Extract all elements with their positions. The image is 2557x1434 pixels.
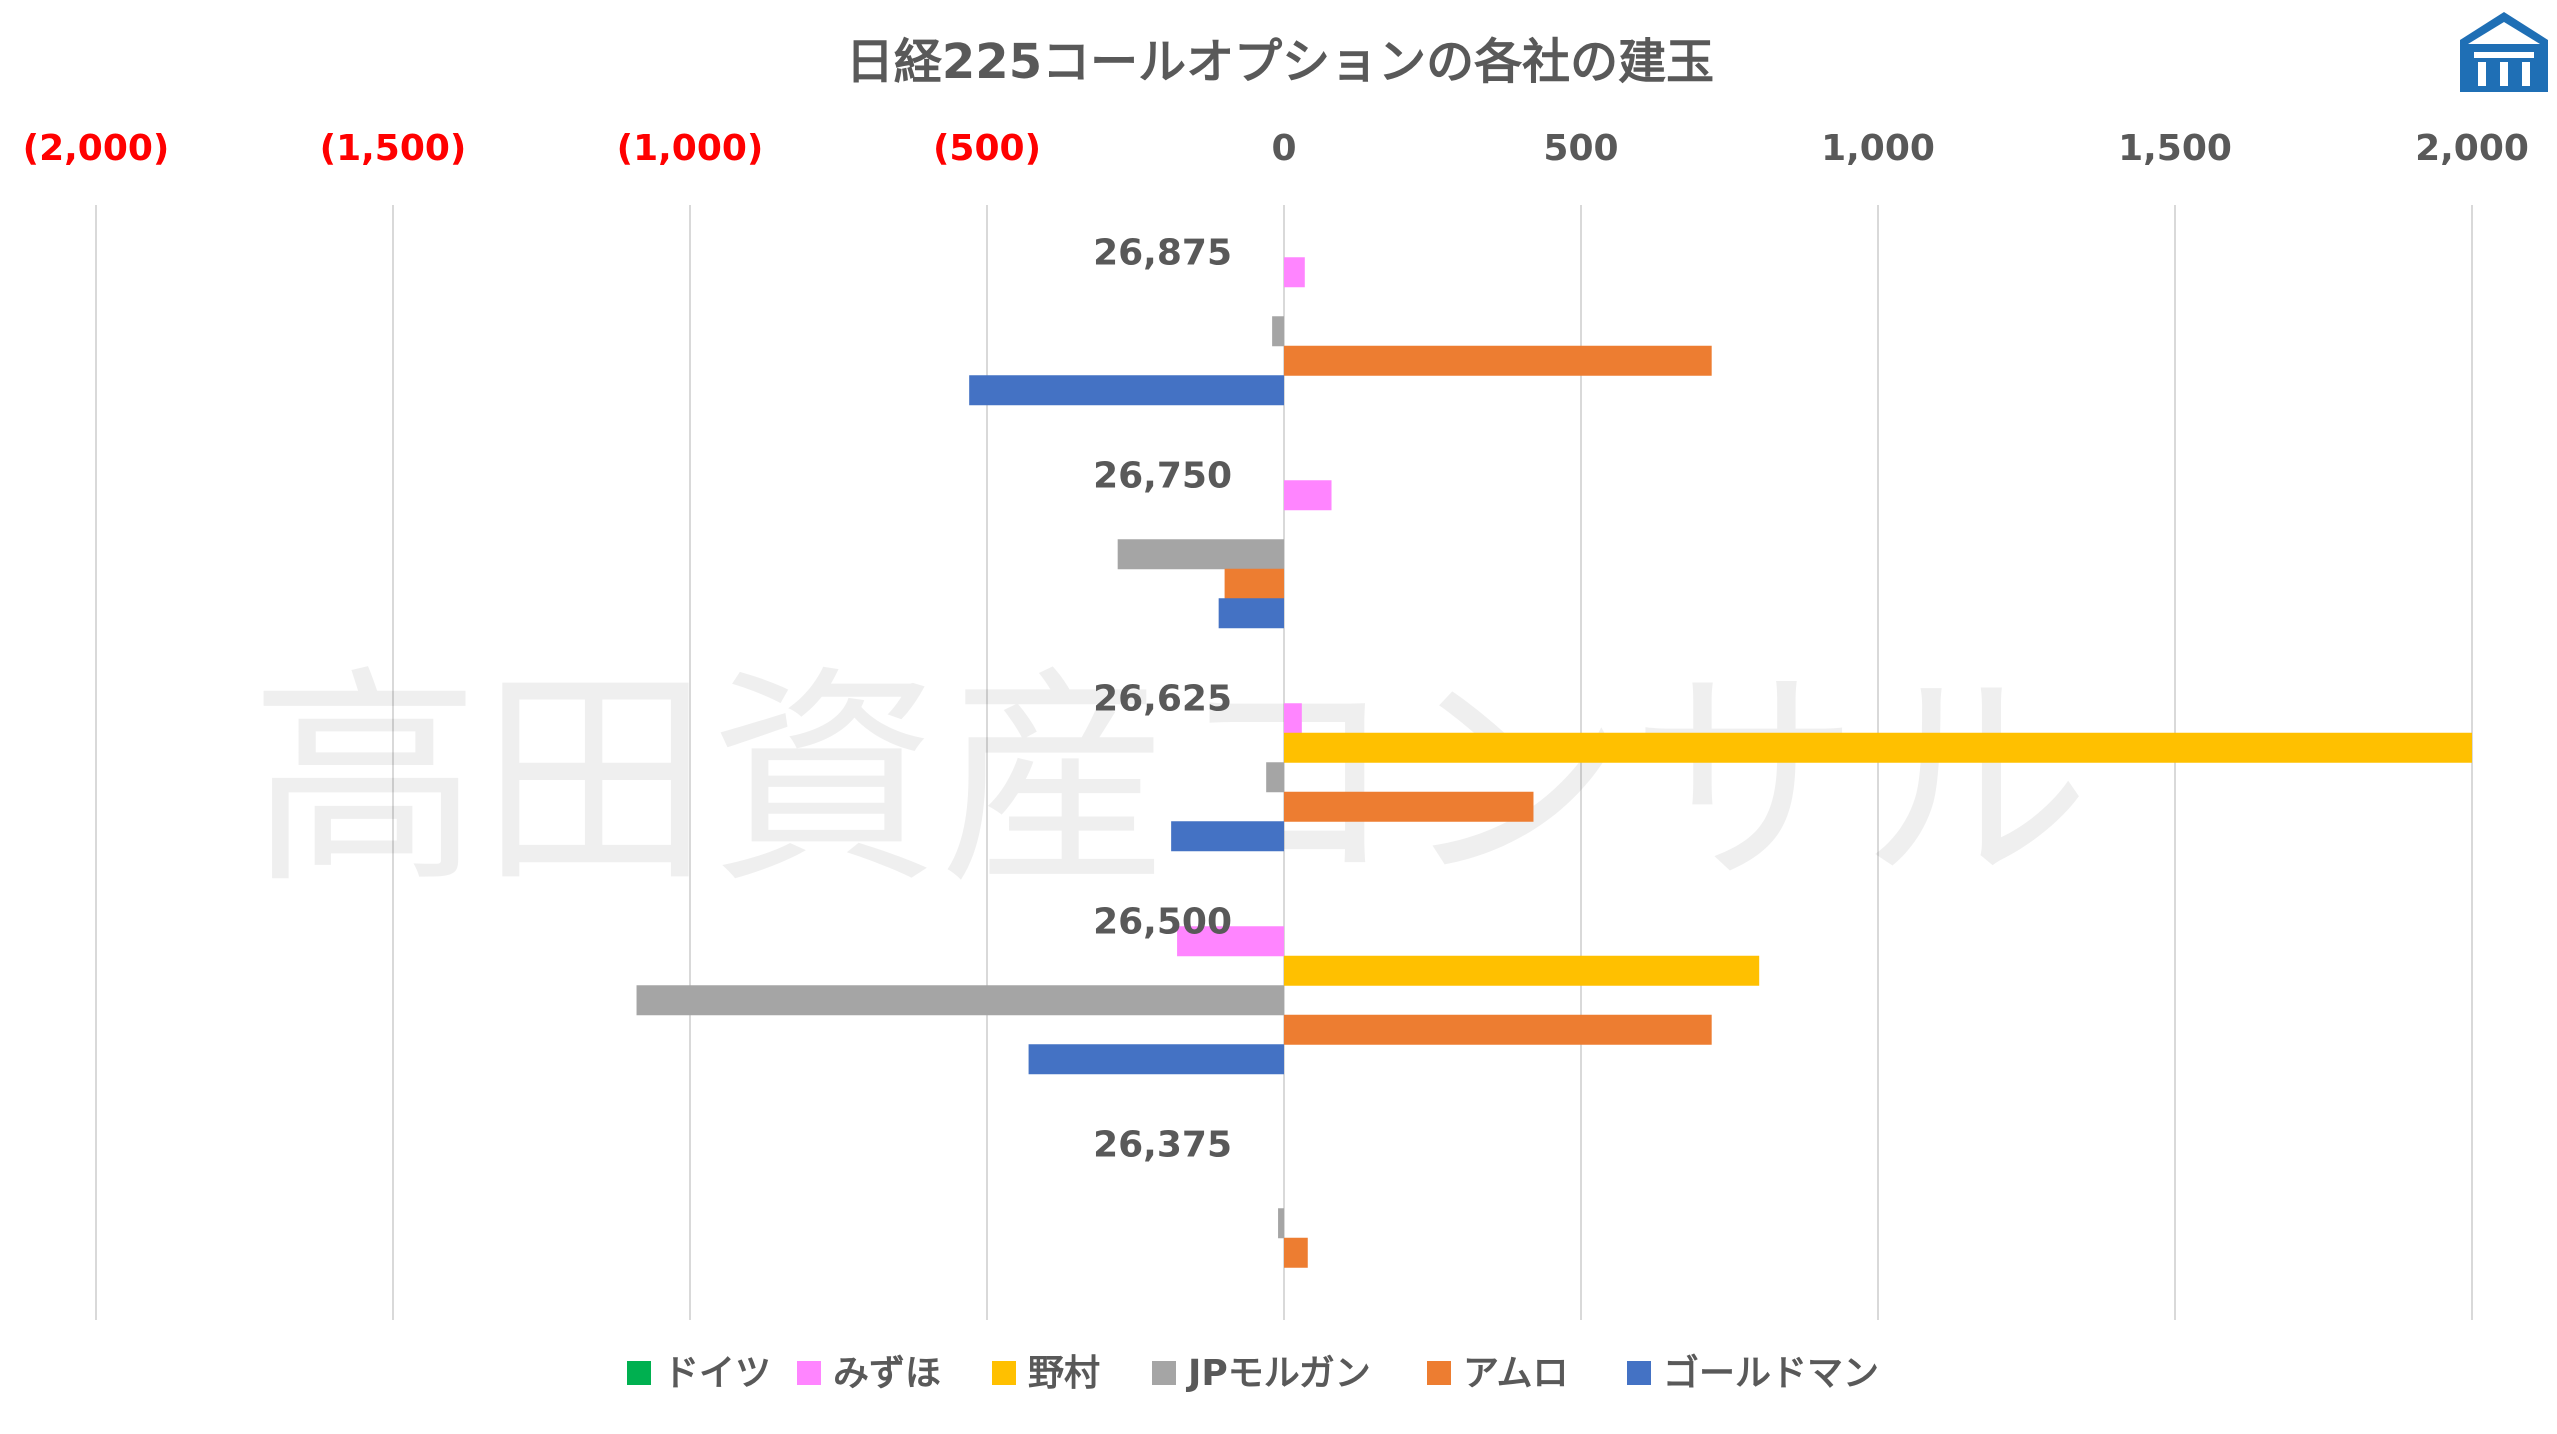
legend-swatch <box>1627 1361 1651 1385</box>
legend-label: ドイツ <box>663 1353 771 1394</box>
legend-label: ゴールドマン <box>1663 1352 1879 1394</box>
x-tick-label: (1,000) <box>617 128 764 169</box>
legend-label: JPモルガン <box>1185 1353 1371 1394</box>
x-tick-label: 2,000 <box>2415 128 2529 169</box>
watermark: 高田資産コンサル <box>250 648 2090 915</box>
bar <box>1284 345 1712 376</box>
legend: ドイツ みずほ 野村 JPモルガン アムロ ゴールドマン <box>627 1352 1879 1394</box>
bar <box>1284 955 1760 986</box>
bars <box>636 257 2472 1268</box>
bar <box>1171 821 1284 852</box>
legend-label: アムロ <box>1463 1353 1568 1394</box>
bar <box>1284 1014 1712 1045</box>
category-label: 26,375 <box>1093 1125 1232 1166</box>
x-tick-label: 0 <box>1271 128 1296 169</box>
legend-swatch <box>992 1361 1016 1385</box>
x-tick-label: 1,500 <box>2118 128 2232 169</box>
category-labels: 26,875 26,750 26,625 26,500 26,375 <box>1093 233 1232 1166</box>
category-label: 26,875 <box>1093 233 1232 274</box>
legend-swatch <box>797 1361 821 1385</box>
bar <box>1117 539 1284 570</box>
bar <box>1218 598 1284 629</box>
bar <box>1284 791 1534 822</box>
bar <box>1284 480 1332 511</box>
bar <box>1284 732 2472 763</box>
house-logo-icon <box>2460 12 2548 92</box>
legend-swatch <box>627 1361 651 1385</box>
bar <box>969 375 1284 406</box>
bar <box>1284 257 1305 288</box>
bar <box>636 985 1284 1016</box>
x-tick-label: (500) <box>933 128 1041 169</box>
bar <box>1272 316 1284 347</box>
bar <box>1278 1208 1284 1239</box>
x-tick-label: 1,000 <box>1821 128 1935 169</box>
x-tick-label: (2,000) <box>23 128 170 169</box>
bar <box>1028 1044 1284 1075</box>
bar <box>1224 568 1284 599</box>
category-label: 26,625 <box>1093 679 1232 720</box>
bar <box>1177 926 1284 957</box>
category-label: 26,500 <box>1093 902 1232 943</box>
bar <box>1266 762 1284 793</box>
bar <box>1284 1237 1308 1268</box>
x-tick-label: 500 <box>1543 128 1618 169</box>
bar <box>1284 703 1302 734</box>
legend-swatch <box>1427 1361 1451 1385</box>
x-axis-ticks: (2,000) (1,500) (1,000) (500) 0 500 1,000 1,500… <box>23 128 2529 169</box>
x-tick-label: (1,500) <box>320 128 467 169</box>
legend-label: みずほ <box>833 1353 941 1394</box>
legend-swatch <box>1152 1361 1176 1385</box>
category-label: 26,750 <box>1093 456 1232 497</box>
legend-label: 野村 <box>1028 1353 1100 1394</box>
chart-title: 日経225コールオプションの各社の建玉 <box>846 34 1714 90</box>
